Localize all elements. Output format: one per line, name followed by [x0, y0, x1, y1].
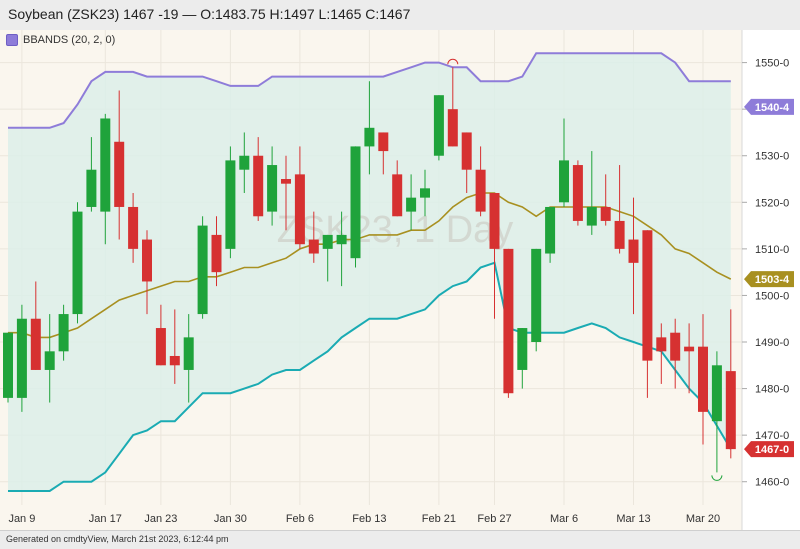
candle-body: [545, 206, 556, 254]
candle-body: [628, 239, 639, 263]
y-tick-label: 1530-0: [755, 151, 789, 163]
x-tick-label: Feb 27: [477, 513, 511, 525]
indicator-legend[interactable]: BBANDS (20, 2, 0): [6, 34, 115, 46]
xaxis-background: [0, 505, 742, 530]
candle-body: [30, 318, 41, 370]
candle-body: [267, 165, 278, 212]
candle-body: [489, 192, 500, 249]
candle-body: [155, 328, 166, 366]
upper-band-value-tag: [744, 98, 794, 115]
last-value-tags: 1540-4 1503-4 1467-0: [744, 98, 794, 458]
candle-body: [211, 234, 222, 273]
x-tick-label: Mar 20: [686, 513, 720, 525]
candle-body: [308, 239, 319, 254]
candle-body: [559, 160, 569, 203]
candle-body: [3, 332, 13, 398]
candle-body: [614, 220, 625, 249]
candle-body: [128, 206, 139, 249]
candle-body: [169, 355, 180, 366]
candle-body: [433, 95, 444, 156]
x-tick-label: Jan 23: [144, 513, 177, 525]
candle-body: [656, 337, 667, 352]
candle-body: [336, 234, 347, 245]
y-tick-label: 1500-0: [755, 290, 789, 302]
y-tick-label: 1460-0: [755, 477, 789, 489]
x-tick-label: Feb 6: [286, 513, 314, 525]
last-price-tag: [744, 441, 794, 458]
y-tick-label: 1520-0: [755, 197, 789, 209]
candle-body: [114, 141, 125, 207]
x-tick-label: Jan 30: [214, 513, 247, 525]
candle-body: [44, 351, 55, 370]
candle-body: [475, 169, 486, 212]
chart-footer: Generated on cmdtyView, March 21st 2023,…: [0, 530, 800, 549]
candle-body: [225, 160, 236, 249]
candle-body: [364, 127, 375, 147]
candle-body: [642, 230, 653, 361]
candle-body: [503, 248, 514, 394]
lower-band-line: [8, 261, 732, 492]
indicator-color-swatch: [6, 34, 18, 46]
candle-body: [725, 371, 736, 450]
middle-band-value-tag: [744, 271, 794, 288]
price-chart[interactable]: ZSK23, 1 Day 1460-01470-01480-01490-0150…: [0, 30, 800, 530]
x-tick-label: Mar 13: [616, 513, 650, 525]
footer-generated-text: Generated on cmdtyView, March 21st 2023,…: [6, 534, 229, 544]
candle-body: [350, 146, 361, 259]
x-tick-label: Jan 9: [8, 513, 35, 525]
candle-body: [183, 337, 194, 370]
candle-body: [711, 365, 722, 422]
candle-body: [253, 155, 264, 217]
candle-body: [420, 188, 430, 198]
candle-body: [586, 206, 597, 226]
upper-band-value-tag-label: 1540-4: [755, 102, 790, 114]
candle-body: [281, 179, 291, 184]
candle-body: [600, 206, 611, 221]
y-tick-label: 1480-0: [755, 384, 789, 396]
candle-body: [447, 109, 458, 147]
candle-body: [239, 155, 250, 170]
candle-body: [100, 118, 111, 212]
candle-body: [406, 197, 417, 212]
y-tick-label: 1510-0: [755, 244, 789, 256]
x-tick-label: Feb 21: [422, 513, 456, 525]
chart-header: Soybean (ZSK23) 1467 -19 — O:1483.75 H:1…: [0, 0, 800, 31]
last-price-tag-label: 1467-0: [755, 444, 789, 456]
candle-body: [294, 174, 305, 245]
y-tick-label: 1490-0: [755, 337, 789, 349]
candle-body: [142, 239, 152, 282]
x-tick-label: Mar 6: [550, 513, 578, 525]
candle-body: [572, 165, 583, 221]
candle-body: [698, 346, 708, 412]
x-tick-label: Feb 13: [352, 513, 386, 525]
candle-body: [58, 314, 69, 352]
upper-band-line: [8, 52, 731, 129]
candle-body: [72, 211, 83, 315]
candle-body: [16, 318, 27, 398]
low-marker-icon: [711, 475, 723, 481]
candle-body: [197, 225, 208, 315]
candle-body: [517, 328, 528, 370]
y-tick-label: 1470-0: [755, 430, 789, 442]
x-axis[interactable]: Jan 9 Jan 17 Jan 23 Jan 30 Feb 6 Feb 13 Feb 21…: [8, 513, 720, 525]
chart-title: Soybean (ZSK23) 1467 -19 — O:1483.75 H:1…: [8, 6, 411, 22]
x-tick-label: Jan 17: [89, 513, 122, 525]
candle-body: [684, 346, 695, 352]
candle-body: [461, 132, 472, 170]
y-tick-label: 1550-0: [755, 58, 789, 70]
candlestick-series: [3, 67, 736, 473]
candle-body: [378, 132, 389, 152]
candle-body: [86, 169, 97, 207]
middle-band-value-tag-label: 1503-4: [755, 274, 790, 286]
candle-body: [392, 174, 403, 217]
candle-body: [322, 234, 333, 249]
indicator-label: BBANDS (20, 2, 0): [23, 34, 116, 46]
candle-body: [670, 332, 681, 361]
candle-body: [531, 248, 542, 343]
high-marker-icon: [447, 58, 459, 65]
